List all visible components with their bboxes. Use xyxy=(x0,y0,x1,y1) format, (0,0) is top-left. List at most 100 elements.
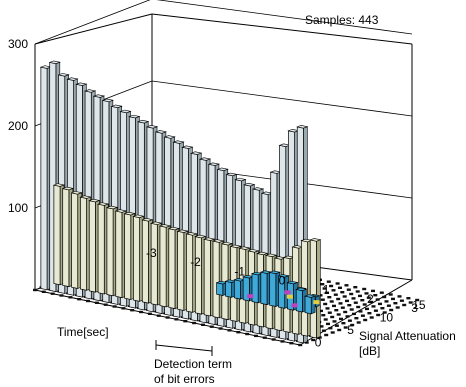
floor-dot xyxy=(323,302,328,306)
floor-dot xyxy=(342,295,347,298)
bar-top xyxy=(92,94,106,98)
bar-front xyxy=(71,192,79,289)
floor-dot xyxy=(77,298,82,301)
floor-dot xyxy=(183,320,188,323)
bar-top xyxy=(256,251,269,256)
bar-front xyxy=(97,203,105,295)
floor-dot xyxy=(391,297,395,301)
bar-front xyxy=(233,279,241,300)
bar-top xyxy=(286,280,299,285)
floor-dot xyxy=(360,314,365,317)
floor-dot xyxy=(139,310,144,314)
floor-dot xyxy=(345,315,350,318)
floor-dot xyxy=(335,282,340,285)
bar-top xyxy=(79,195,92,199)
z-tick-label: 300 xyxy=(8,37,28,51)
floor-dot xyxy=(358,310,363,313)
bar-top xyxy=(57,73,70,77)
bar-front xyxy=(53,184,61,286)
floor-dot xyxy=(340,291,345,294)
floor-dot xyxy=(347,319,352,322)
floor-marker xyxy=(284,290,291,295)
floor-dot xyxy=(121,307,126,310)
floor-dot xyxy=(319,309,323,313)
z-gridline-left xyxy=(34,0,151,45)
floor-dot xyxy=(354,317,359,320)
x-axis-label: Time[sec] xyxy=(57,325,109,339)
floor-dot xyxy=(397,295,402,298)
detection-term-annotation: Detection term of bit errors xyxy=(154,340,232,386)
floor-dot xyxy=(358,294,362,298)
bar-top xyxy=(225,172,238,177)
bar-top xyxy=(158,224,172,228)
floor-dot xyxy=(373,294,378,297)
bar-side xyxy=(316,239,321,339)
floor-dot xyxy=(329,284,334,288)
bar-front xyxy=(194,236,202,315)
floor-marker xyxy=(286,294,293,299)
bar-top xyxy=(163,135,176,139)
floor-dot xyxy=(165,316,170,319)
floor-dot xyxy=(350,323,355,327)
bar-front xyxy=(141,219,149,304)
floor-dot xyxy=(304,341,309,344)
floor-dot xyxy=(254,334,258,338)
annotation-line1: Detection term xyxy=(154,357,232,371)
bar-top xyxy=(268,270,281,275)
y-axis-label-line1: Signal Attenuation xyxy=(359,329,456,343)
floor-dot xyxy=(317,336,322,339)
floor-dot xyxy=(365,307,369,311)
tick-labels: 100 200 300 -3 -2 -1 0 1 2 3 0 5 10 15 xyxy=(8,37,426,350)
floor-dot xyxy=(322,287,327,290)
bar-top xyxy=(309,238,322,242)
floor-dot xyxy=(103,303,108,306)
floor-dot xyxy=(366,296,371,299)
z-tick-label: 200 xyxy=(8,119,28,133)
bar-top xyxy=(52,183,66,187)
floor-dot xyxy=(362,303,367,306)
floor-dot xyxy=(376,313,381,317)
bar-front xyxy=(203,238,211,317)
floor-dot xyxy=(363,318,368,322)
floor-dot xyxy=(298,343,303,347)
floor-dot xyxy=(406,297,411,300)
bar-top xyxy=(198,157,212,161)
floor-dot xyxy=(94,301,99,304)
floor-dot xyxy=(338,302,343,305)
floor-dot xyxy=(319,325,324,328)
floor-dot xyxy=(262,336,267,339)
floor-dot xyxy=(384,300,389,303)
floor-dot xyxy=(325,307,330,310)
x-tick-label: -2 xyxy=(190,255,201,269)
bar-front xyxy=(177,230,185,311)
floor-dot xyxy=(280,340,285,343)
bar-front xyxy=(309,239,317,339)
back-top-right xyxy=(151,13,413,45)
floor-dot xyxy=(399,299,404,302)
floor-dot xyxy=(393,302,398,305)
floor-dot xyxy=(353,301,358,304)
floor-dot xyxy=(326,280,331,283)
bar-top xyxy=(211,239,225,243)
floor-dot xyxy=(386,304,391,307)
y-axis-label-line2: [dB] xyxy=(359,344,380,358)
floor-dot xyxy=(371,289,375,293)
bar-top xyxy=(264,253,278,257)
z-tick-label: 100 xyxy=(8,201,28,215)
bar-error xyxy=(259,270,272,306)
floor-dot xyxy=(382,295,387,299)
bar-front xyxy=(115,210,123,299)
floor-dot xyxy=(41,290,46,293)
floor-dot xyxy=(340,306,345,309)
bars-layer xyxy=(39,60,322,344)
floor-dot xyxy=(346,288,351,291)
floor-dot xyxy=(325,291,329,294)
bar-top xyxy=(123,211,136,216)
floor-dot xyxy=(364,292,369,295)
floor-dot xyxy=(112,305,117,308)
bar-front xyxy=(216,282,224,296)
floor-dot xyxy=(320,298,325,301)
x-tick-label: 3 xyxy=(411,301,418,315)
floor-dot xyxy=(353,286,358,289)
floor-dot xyxy=(369,316,374,319)
